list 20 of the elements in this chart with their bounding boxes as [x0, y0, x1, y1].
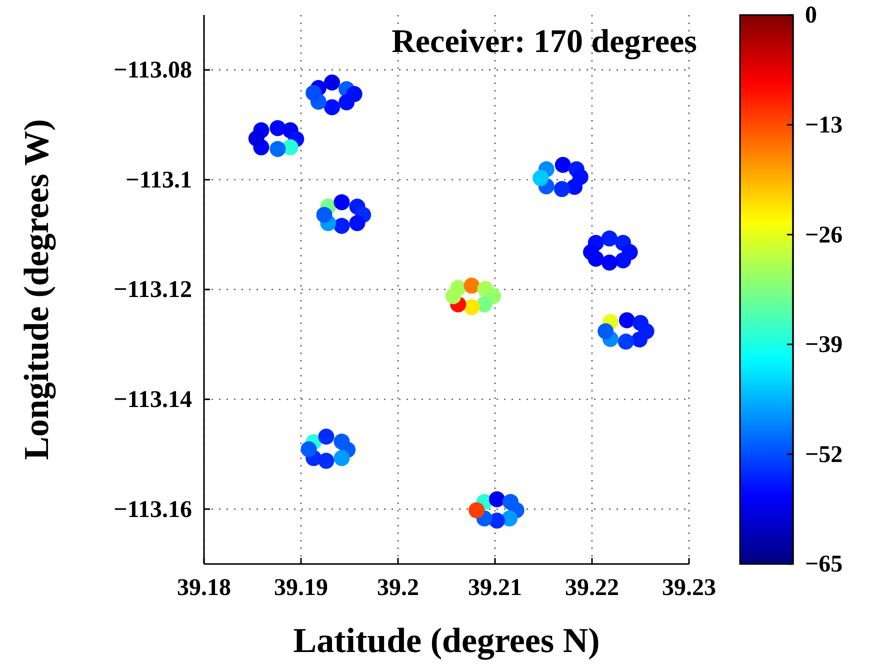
y-tick-label: −113.14 [114, 386, 192, 413]
color-bar-label: −26 [805, 222, 843, 248]
y-tick-label: −113.12 [114, 277, 192, 304]
color-bar-label: −65 [805, 552, 843, 578]
x-tick-label: 39.22 [565, 575, 619, 602]
y-tick-label: −113.08 [114, 58, 192, 84]
x-tick-label: 39.21 [468, 575, 522, 602]
color-bar-label: 0 [805, 2, 817, 29]
x-tick-label: 39.19 [274, 575, 328, 602]
color-bar-label: −13 [805, 112, 843, 138]
y-tick-label: −113.16 [114, 496, 192, 523]
y-axis-title: Longitude (degrees W) [17, 119, 56, 460]
x-axis-title: Latitude (degrees N) [293, 621, 600, 660]
x-tick-label: 39.23 [662, 575, 716, 602]
chart-title: Receiver: 170 degrees [392, 24, 698, 60]
color-bar-label: −39 [805, 332, 843, 358]
x-tick-label: 39.2 [377, 575, 419, 602]
y-tick-label: −113.1 [126, 167, 192, 194]
color-bar-label: −52 [805, 442, 843, 468]
x-tick-label: 39.18 [177, 575, 231, 602]
